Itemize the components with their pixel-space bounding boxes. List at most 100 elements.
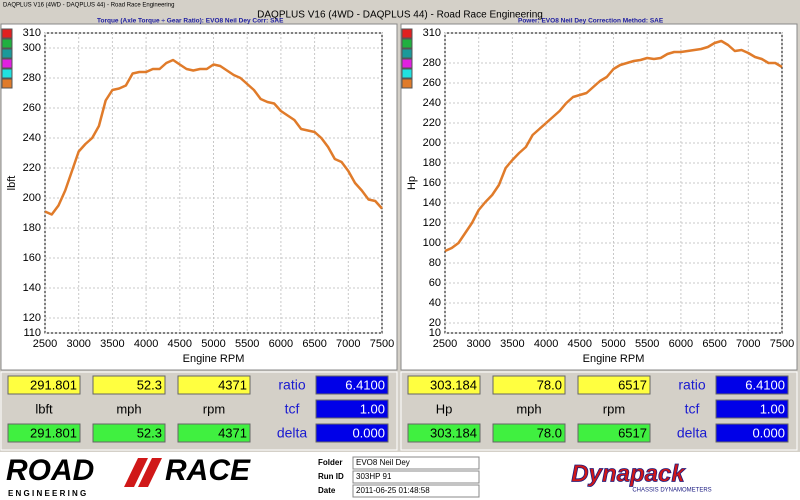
x-tick-label: 7500 [770, 338, 794, 350]
trace-swatch [1, 78, 13, 89]
readout-side-box [715, 399, 789, 419]
readout-box [492, 423, 566, 443]
x-tick-label: 4000 [134, 338, 158, 350]
x-tick-label: 4500 [168, 338, 192, 350]
trace-swatch [401, 48, 413, 59]
data-line [444, 39, 783, 253]
y-tick-label: 60 [429, 277, 441, 289]
chart-title: Power: EVO8 Neil Dey Correction Method: … [518, 18, 664, 25]
y-tick-label: 240 [23, 132, 41, 144]
y-tick-label: 80 [429, 257, 441, 269]
readout-side-label: ratio [678, 377, 705, 393]
readout-value: 303.184 [430, 377, 477, 392]
y-tick-label: 260 [423, 77, 441, 89]
readout-side-box [315, 375, 389, 395]
trace-swatch [1, 58, 13, 69]
y-tick-label: 40 [429, 297, 441, 309]
x-axis-label: Engine RPM [583, 353, 645, 365]
x-tick-label: 2500 [433, 338, 457, 350]
field-value: 2011-06-25 01:48:58 [356, 486, 430, 495]
readout-side-box [315, 423, 389, 443]
trace-swatch [401, 28, 413, 39]
y-tick-label: 200 [423, 137, 441, 149]
y-tick-label: 220 [423, 117, 441, 129]
y-tick-label: 260 [23, 102, 41, 114]
readout-side-value: 6.4100 [745, 377, 785, 392]
y-tick-label: 310 [423, 27, 441, 39]
readout-unit: lbft [35, 401, 53, 416]
readout-box [177, 375, 251, 395]
y-tick-label: 180 [23, 222, 41, 234]
field-label: Folder [318, 458, 342, 467]
y-tick-label: 20 [429, 317, 441, 329]
x-tick-label: 3500 [100, 338, 124, 350]
x-tick-label: 5000 [201, 338, 225, 350]
readout-side-value: 1.00 [360, 401, 385, 416]
chart-title: Torque (Axle Torque ÷ Gear Ratio): EVO8 … [97, 18, 284, 25]
field-value: EVO8 Neil Dey [356, 458, 410, 467]
y-tick-label: 140 [23, 282, 41, 294]
x-axis-label: Engine RPM [183, 353, 245, 365]
x-tick-label: 6000 [269, 338, 293, 350]
readout-box [492, 375, 566, 395]
x-tick-label: 6500 [302, 338, 326, 350]
readout-value: 6517 [618, 377, 647, 392]
readout-unit: mph [516, 401, 541, 416]
x-tick-label: 3000 [66, 338, 90, 350]
readout-side-value: 6.4100 [345, 377, 385, 392]
window-title: DAQPLUS V16 (4WD - DAQPLUS 44) - Road Ra… [3, 3, 174, 9]
x-tick-label: 5000 [601, 338, 625, 350]
readout-box [577, 423, 651, 443]
dynapack-logo: Dynapack [571, 460, 686, 487]
data-line [44, 58, 383, 216]
x-tick-label: 2500 [33, 338, 57, 350]
y-axis-label: Hp [406, 176, 418, 190]
readout-box [7, 375, 81, 395]
y-tick-label: 280 [423, 57, 441, 69]
readout-value: 291.801 [30, 377, 77, 392]
x-tick-label: 6500 [702, 338, 726, 350]
y-tick-label: 160 [423, 177, 441, 189]
header: DAQPLUS V16 (4WD - DAQPLUS 44) - Road Ra… [257, 10, 543, 21]
y-tick-label: 240 [423, 97, 441, 109]
x-tick-label: 5500 [235, 338, 259, 350]
trace-swatch [401, 78, 413, 89]
x-tick-label: 7500 [370, 338, 394, 350]
field-value: 303HP 91 [356, 472, 392, 481]
y-tick-label: 220 [23, 162, 41, 174]
readout-value: 303.184 [430, 425, 477, 440]
readout-box [577, 375, 651, 395]
y-tick-label: 100 [423, 237, 441, 249]
readout-side-value: 0.000 [352, 425, 385, 440]
readout-value: 291.801 [30, 425, 77, 440]
field-label: Run ID [318, 472, 344, 481]
readout-value: 52.3 [137, 377, 162, 392]
x-tick-label: 7000 [336, 338, 360, 350]
readout-side-label: tcf [685, 401, 700, 417]
x-tick-label: 7000 [736, 338, 760, 350]
y-axis-label: lbft [6, 176, 18, 191]
readout-box [407, 375, 481, 395]
readout-unit: rpm [603, 401, 625, 416]
readout-value: 78.0 [537, 377, 562, 392]
y-tick-label: 180 [423, 157, 441, 169]
y-tick-label: 280 [23, 72, 41, 84]
readout-value: 78.0 [537, 425, 562, 440]
y-tick-label: 120 [423, 217, 441, 229]
trace-swatch [1, 48, 13, 59]
readout-unit: Hp [436, 401, 453, 416]
x-tick-label: 4000 [534, 338, 558, 350]
logo-slash [138, 458, 162, 487]
y-tick-label: 110 [23, 327, 41, 339]
logo-slash [124, 458, 148, 487]
trace-swatch [401, 58, 413, 69]
readout-unit: rpm [203, 401, 225, 416]
readout-value: 4371 [218, 425, 247, 440]
x-tick-label: 5500 [635, 338, 659, 350]
readout-side-value: 0.000 [752, 425, 785, 440]
readout-side-box [715, 375, 789, 395]
trace-swatch [1, 68, 13, 79]
readout-side-label: delta [677, 425, 708, 441]
y-tick-label: 120 [23, 312, 41, 324]
